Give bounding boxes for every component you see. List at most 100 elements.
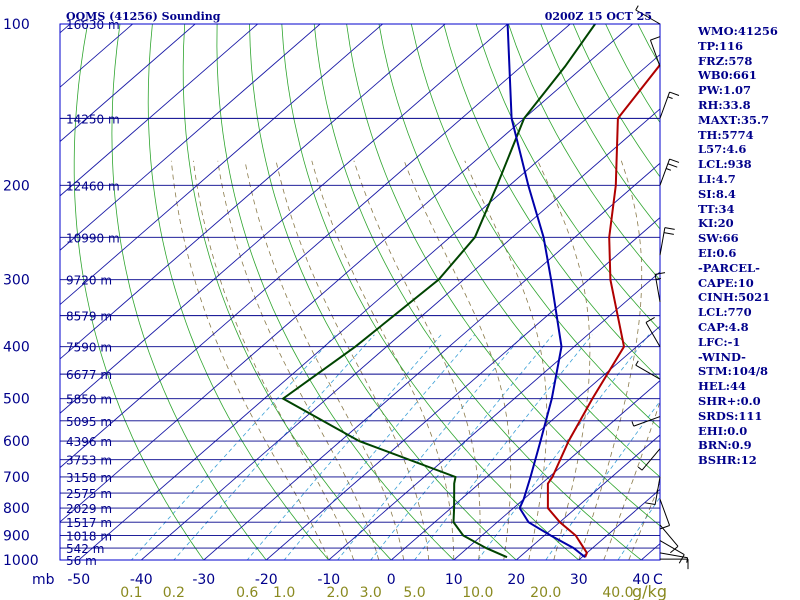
wind-barb-flag [660,525,670,530]
height-label: 1517 m [66,516,112,530]
wind-barb [659,91,680,119]
isotherms [60,24,660,560]
index-item: PW:1.07 [698,83,752,98]
mixing-ratio-lines [130,334,660,560]
pressure-tick-label: 400 [3,340,30,356]
index-item: TH:5774 [698,127,754,142]
index-item: WMO:41256 [698,24,778,38]
temperature-line [546,62,660,558]
dry-adiabat-line [111,24,267,560]
moist-adiabat-line [603,400,660,560]
index-item: EI:0.6 [698,245,737,260]
indices-panel: WMO:41256 TP:116 FRZ:578 WB0:661 PW:1.07 RH:3… [698,24,800,468]
temperature-tick-label: -30 [192,572,215,588]
height-label: 5850 m [66,393,112,407]
mixing-ratio-label: 2.0 [326,585,348,600]
height-label: 10990 m [66,231,120,245]
wind-barb-flag [635,360,639,366]
mixing-ratio-label: 0.6 [236,585,258,600]
index-item: -PARCEL- [698,260,760,275]
index-item: CAP:4.8 [698,319,749,334]
index-item: FRZ:578 [698,53,753,68]
temperature-tick-label: 0 [387,572,396,588]
temperature-unit-label: C [653,572,663,588]
height-label: 542 m [66,542,104,556]
index-item: L57:4.6 [698,142,747,157]
height-label: 5095 m [66,415,112,429]
isotherm-line [60,24,196,143]
pressure-tick-label: 900 [3,528,30,544]
temperature-tick-label: 40 [632,572,650,588]
isotherm-line [60,24,259,197]
mixing-ratio-label: 1.0 [273,585,295,600]
wind-barb [659,540,685,564]
index-item: LCL:938 [698,157,752,172]
temperature-tick-label: 10 [445,572,463,588]
isotherm-line [60,24,384,306]
temperature-tick-label: -50 [67,572,90,588]
height-label: 8579 m [66,310,112,324]
isotherm-line [60,24,634,523]
mixing-ratio-line [173,334,375,560]
index-item: SW:66 [698,231,739,246]
height-label: 7590 m [66,341,112,355]
mixing-ratio-label: 0.1 [120,585,142,600]
height-label: 3158 m [66,471,112,485]
timestamp: 0200Z 15 OCT 25 [545,10,652,23]
moist-adiabat-line [464,160,548,560]
wind-barb-flag [669,91,680,96]
wind-barb-flag [655,277,662,280]
height-label: 1018 m [66,529,112,543]
mixing-ratio-label: 40.0 [602,585,633,600]
wind-barb-flag [645,317,655,323]
pressure-tick-label: 500 [3,392,30,408]
index-item: TT:34 [698,201,735,216]
height-label: 9720 m [66,274,112,288]
wind-barb-flag [669,158,680,163]
wind-barb-staff [659,158,671,186]
wind-barb [659,498,671,530]
isobars [60,23,660,561]
height-label: 3753 m [66,454,112,468]
mixing-ratio-line [413,334,593,560]
isotherm-line [203,162,660,560]
mixing-ratio-line [370,334,554,560]
wind-barb-staff [659,227,666,256]
height-label: 6677 m [66,368,112,382]
pressure-tick-label: 600 [3,434,30,450]
moist-adiabat-line [244,160,405,560]
temperature-tick-label: 20 [507,572,525,588]
isotherm-line [140,108,660,560]
dry-adiabat-line [182,24,392,560]
mixing-ratio-label: 3.0 [360,585,382,600]
wind-barb [659,158,680,186]
pressure-tick-label: 1000 [3,553,39,569]
index-item: HEL:44 [698,379,746,394]
wind-barb-staff [659,540,685,556]
wind-barb-flag [667,96,673,99]
wind-barb-staff [635,364,661,380]
temperature-tick-label: -10 [317,572,340,588]
moist-adiabat-line [311,160,455,560]
index-item: LFC:-1 [698,334,741,349]
isotherm-line [390,325,660,560]
temperature-tick-label: 30 [570,572,588,588]
pressure-tick-label: 100 [3,17,30,33]
height-label: 2029 m [66,502,112,516]
height-label: 16630 m [66,18,120,32]
moist-adiabats [170,160,660,560]
wind-barb [660,558,689,570]
index-item: LI:4.7 [698,171,736,186]
wind-barb-flag [667,163,678,168]
pressure-tick-label: 200 [3,178,30,194]
moist-adiabat-line [628,482,660,560]
index-item: BRN:0.9 [698,438,752,453]
wind-barb-staff [659,524,679,547]
wind-barb [635,5,661,25]
height-label: 2575 m [66,487,112,501]
pressure-tick-label: 800 [3,501,30,517]
moist-adiabat-line [537,160,591,560]
wind-barb [649,36,661,67]
index-item: KI:20 [698,216,734,231]
isotherm-line [453,380,660,560]
